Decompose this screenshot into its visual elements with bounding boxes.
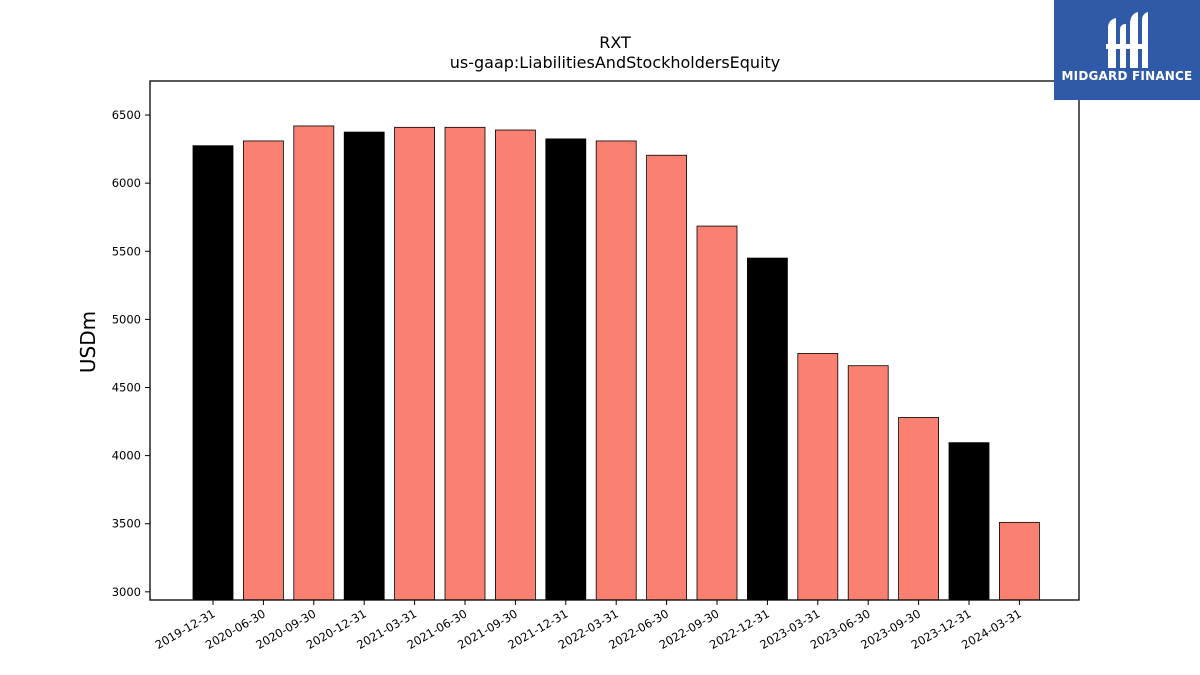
bar-2023-06-30: [847, 365, 889, 601]
y-tick-label: 5500: [112, 244, 141, 258]
chart-title: RXT: [599, 33, 631, 52]
bar-2020-06-30: [242, 140, 284, 601]
plot-frame: [149, 80, 1080, 601]
y-axis-label: USDm: [76, 311, 100, 373]
bar-2021-06-30: [444, 126, 486, 601]
brand-logo: MIDGARD FINANCE: [1054, 0, 1200, 100]
bar-2022-09-30: [696, 225, 738, 601]
bar-2019-12-31: [192, 145, 234, 601]
bar-2023-09-30: [898, 417, 939, 601]
bar-2021-12-31: [545, 138, 587, 601]
bar-2022-06-30: [646, 154, 687, 601]
chart-subtitle: us-gaap:LiabilitiesAndStockholdersEquity: [450, 53, 781, 72]
bar-2023-12-31: [948, 442, 990, 601]
y-tick-label: 4000: [112, 449, 141, 463]
y-tick-label: 3500: [112, 517, 141, 531]
bar-2021-03-31: [394, 126, 436, 601]
bar-2023-03-31: [797, 353, 839, 601]
y-tick-label: 5000: [112, 312, 141, 326]
bar-2020-12-31: [343, 131, 385, 601]
bar-2020-09-30: [293, 125, 335, 601]
y-tick-label: 6500: [112, 108, 141, 122]
y-tick-label: 4500: [112, 380, 141, 394]
bar-2021-09-30: [494, 129, 536, 601]
y-tick-label: 6000: [112, 176, 141, 190]
bars-group: [192, 125, 1040, 601]
bar-2022-03-31: [595, 140, 637, 601]
bar-2024-03-31: [999, 521, 1040, 601]
y-ticks-group: 3000 3500 4000 4500 5000 5500 6000 6500: [112, 108, 150, 599]
y-tick-label: 3000: [112, 585, 141, 599]
logo-text: MIDGARD FINANCE: [1061, 69, 1193, 83]
x-ticks-group: 2019-12-312020-06-302020-09-302020-12-31…: [153, 600, 1024, 652]
midgard-logo-icon: [1106, 12, 1148, 68]
bar-2022-12-31: [747, 257, 788, 601]
